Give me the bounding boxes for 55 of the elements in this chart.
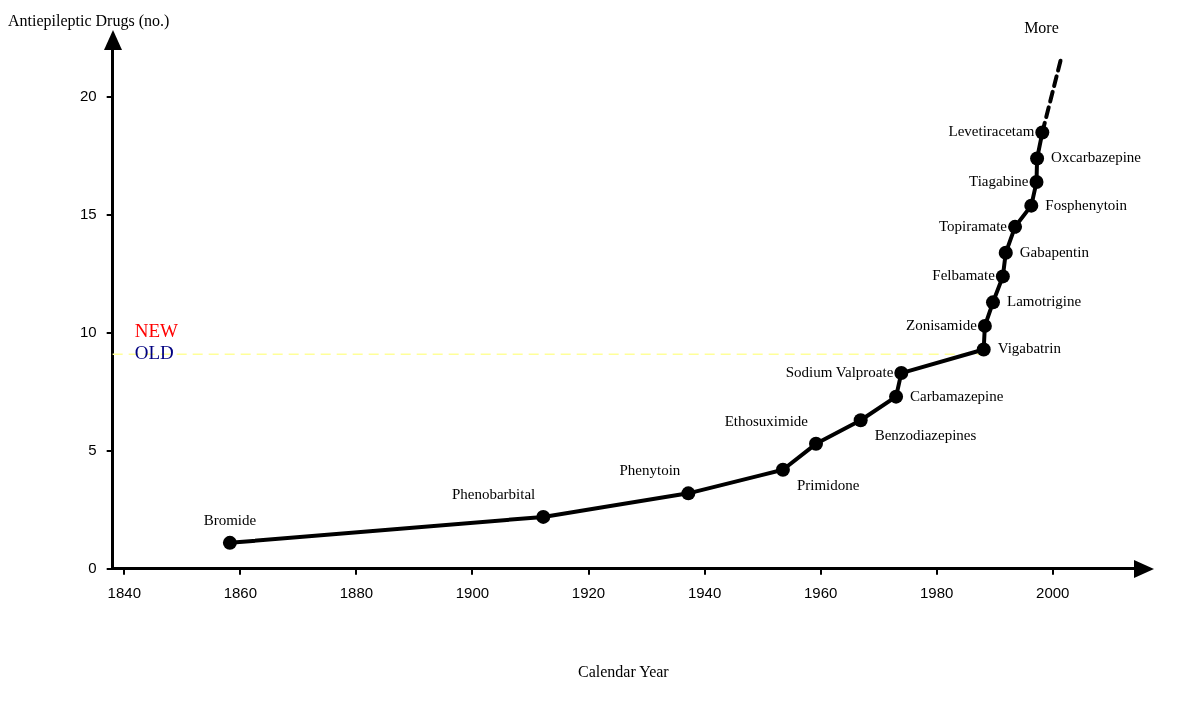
data-label: Gabapentin (1019, 243, 1090, 260)
point (1030, 151, 1045, 166)
point (995, 269, 1010, 284)
point (889, 389, 904, 404)
x-tick-label: 1840 (107, 583, 141, 601)
point (1008, 219, 1023, 234)
data-label: Lamotrigine (1006, 293, 1082, 310)
point (985, 295, 1000, 310)
data-label: Vigabatrin (997, 340, 1062, 357)
data-label: Oxcarbazepine (1051, 149, 1142, 166)
x-tick-label: 1980 (920, 583, 954, 601)
annotation: NEW (134, 320, 179, 342)
point (1024, 198, 1039, 213)
y-tick-label: 15 (80, 205, 97, 223)
x-tick-label: 1880 (339, 583, 374, 601)
data-label: Zonisamide (906, 316, 978, 333)
x-tick-label: 1960 (803, 583, 838, 601)
data-label: Bromide (203, 512, 257, 529)
data-label: Sodium Valproate (785, 364, 894, 381)
y-tick-label: 5 (88, 441, 97, 459)
point (998, 245, 1013, 260)
y-tick-label: 0 (88, 558, 97, 576)
point (775, 462, 790, 477)
point (809, 436, 823, 451)
point (977, 318, 992, 333)
x-axis-title: Calendar Year (578, 662, 670, 680)
data-label: Fosphenytoin (1045, 196, 1128, 213)
data-label: Phenobarbital (451, 485, 536, 502)
point (976, 342, 991, 357)
data-label: Levetiracetam (948, 123, 1035, 140)
point (536, 509, 551, 524)
data-label: Ethosuximide (724, 412, 809, 429)
point (222, 535, 237, 550)
data-label: Topiramate (938, 217, 1008, 234)
data-label: Phenytoin (619, 462, 681, 479)
point (681, 486, 696, 501)
annotation: OLD (134, 342, 174, 364)
data-label: Primidone (796, 476, 860, 493)
x-tick-label: 1940 (687, 583, 722, 601)
data-label: Carbamazepine (910, 387, 1004, 404)
text: More (1024, 19, 1059, 37)
data-label: Benzodiazepines (874, 427, 977, 444)
point (853, 413, 868, 428)
x-tick-label: 1920 (571, 583, 606, 601)
y-tick-label: 20 (80, 87, 97, 105)
x-tick-label: 1900 (455, 583, 490, 601)
point (1035, 125, 1050, 140)
y-tick-label: 10 (80, 323, 97, 341)
y-axis-title: Antiepileptic Drugs (no.) (8, 12, 170, 31)
point (1029, 175, 1044, 190)
data-label: Felbamate (932, 267, 996, 284)
x-tick-label: 2000 (1036, 583, 1070, 601)
data-label: Tiagabine (969, 173, 1029, 189)
point (894, 366, 909, 381)
x-tick-label: 1860 (223, 583, 258, 601)
